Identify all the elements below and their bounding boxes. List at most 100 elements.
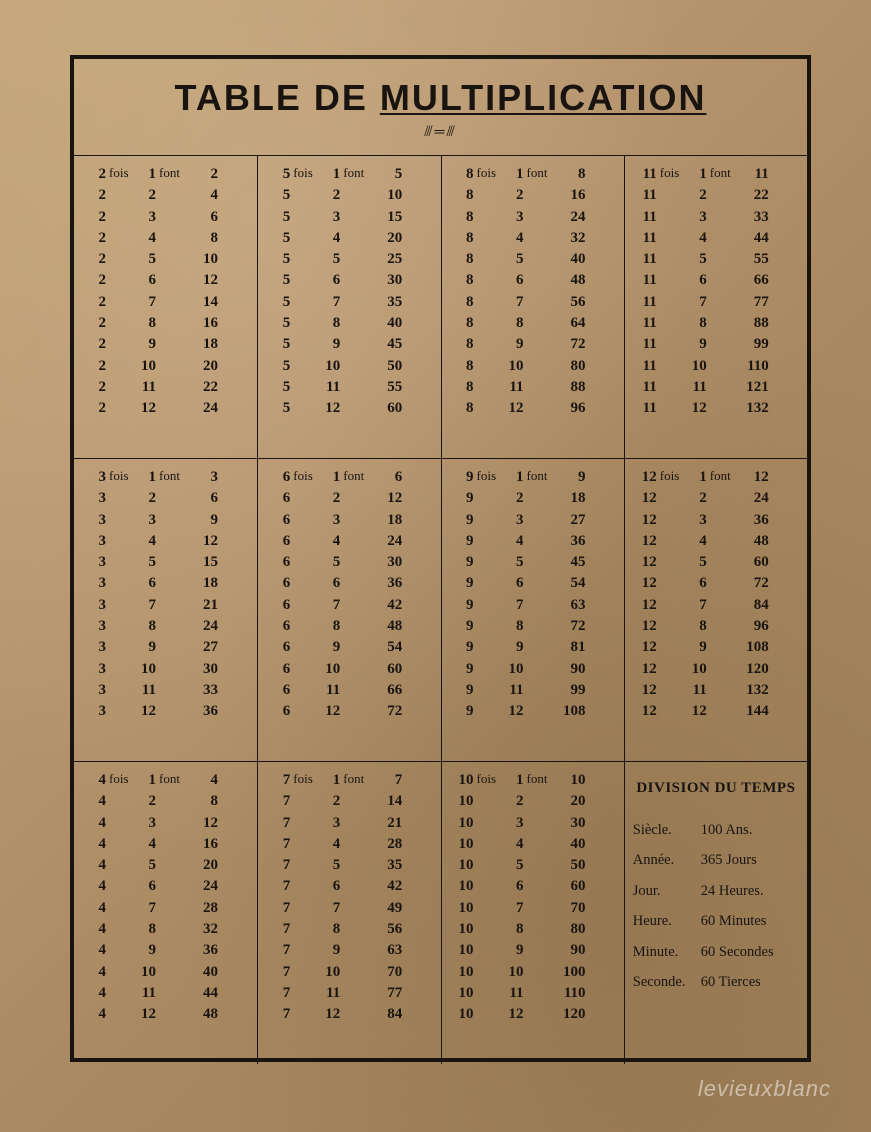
division-row: Siècle.100 Ans. <box>633 815 799 845</box>
title-ornament: ⫻═⫻ <box>74 125 807 141</box>
product: 16 <box>184 834 218 855</box>
multiplicand: 5 <box>268 270 290 291</box>
mult-row: 5420 <box>268 228 434 249</box>
product: 88 <box>552 377 586 398</box>
product: 16 <box>552 185 586 206</box>
product: 24 <box>368 531 402 552</box>
word-fois <box>106 573 134 594</box>
word-font <box>340 1004 368 1025</box>
multiplicand: 5 <box>268 377 290 398</box>
mult-row: 8648 <box>452 270 618 291</box>
mult-row: 91090 <box>452 659 618 680</box>
multiplicand: 4 <box>84 919 106 940</box>
mult-row: 11444 <box>635 228 801 249</box>
multiplier: 11 <box>502 377 524 398</box>
mult-row: 41144 <box>84 983 251 1004</box>
word-fois <box>106 680 134 701</box>
multiplier: 10 <box>502 962 524 983</box>
multiplier: 3 <box>318 510 340 531</box>
multiplier: 7 <box>318 292 340 313</box>
word-font <box>156 791 184 812</box>
word-font <box>156 552 184 573</box>
mult-row: 8216 <box>452 185 618 206</box>
mult-row: 248 <box>84 228 251 249</box>
multiplier: 12 <box>685 398 707 419</box>
multiplicand: 6 <box>268 488 290 509</box>
multiplier: 12 <box>685 701 707 722</box>
multiplicand: 12 <box>635 637 657 658</box>
multiplicand: 2 <box>84 185 106 206</box>
word-fois <box>657 510 685 531</box>
mult-row: 9545 <box>452 552 618 573</box>
mult-row: 2918 <box>84 334 251 355</box>
multiplicand: 2 <box>84 398 106 419</box>
mult-row: 61166 <box>268 680 434 701</box>
word-font <box>524 940 552 961</box>
multiplicand: 8 <box>452 228 474 249</box>
word-font <box>340 573 368 594</box>
multiplicand: 6 <box>268 510 290 531</box>
multiplier: 7 <box>318 898 340 919</box>
multiplier: 11 <box>318 983 340 1004</box>
multiplier: 2 <box>318 185 340 206</box>
product: 60 <box>368 659 402 680</box>
time-unit: Jour. <box>633 876 701 906</box>
multiplier: 6 <box>134 573 156 594</box>
word-font <box>340 919 368 940</box>
mult-row: 81296 <box>452 398 618 419</box>
division-du-temps: DIVISION DU TEMPSSiècle.100 Ans.Année.36… <box>624 761 807 1064</box>
paper-background: TABLE DE MULTIPLICATION ⫻═⫻ 2fois1font22… <box>0 0 871 1132</box>
mult-row: 21122 <box>84 377 251 398</box>
time-value: 24 Heures. <box>701 876 764 906</box>
multiplier: 12 <box>318 701 340 722</box>
product: 6 <box>184 207 218 228</box>
multiplier: 7 <box>134 898 156 919</box>
word-font <box>524 270 552 291</box>
word-font <box>340 791 368 812</box>
mult-row: 12672 <box>635 573 801 594</box>
word-font <box>707 228 735 249</box>
word-font <box>707 207 735 228</box>
multiplier: 9 <box>134 940 156 961</box>
word-fois <box>290 876 318 897</box>
word-font <box>524 659 552 680</box>
word-font <box>524 334 552 355</box>
word-fois <box>474 334 502 355</box>
word-font <box>340 701 368 722</box>
multiplicand: 10 <box>452 834 474 855</box>
multiplicand: 6 <box>268 531 290 552</box>
multiplier: 11 <box>685 680 707 701</box>
product: 25 <box>368 249 402 270</box>
word-fois <box>290 680 318 701</box>
multiplicand: 8 <box>452 313 474 334</box>
time-value: 60 Secondes <box>701 937 774 967</box>
word-fois: fois <box>657 164 685 185</box>
multiplier: 1 <box>318 164 340 185</box>
product: 20 <box>368 228 402 249</box>
mult-row: 21020 <box>84 356 251 377</box>
word-fois <box>657 270 685 291</box>
multiplier: 11 <box>134 983 156 1004</box>
multiplicand: 10 <box>452 855 474 876</box>
word-fois <box>474 228 502 249</box>
mult-row: 12896 <box>635 616 801 637</box>
multiplier: 4 <box>502 531 524 552</box>
multiplicand: 9 <box>452 637 474 658</box>
multiplicand: 7 <box>268 770 290 791</box>
mult-row: 4832 <box>84 919 251 940</box>
word-fois <box>106 983 134 1004</box>
product: 14 <box>184 292 218 313</box>
time-unit: Siècle. <box>633 815 701 845</box>
mult-row: 7214 <box>268 791 434 812</box>
multiplier: 4 <box>134 228 156 249</box>
word-font: font <box>524 164 552 185</box>
mult-row: 4416 <box>84 834 251 855</box>
multiplicand: 2 <box>84 249 106 270</box>
multiplicand: 7 <box>268 940 290 961</box>
word-fois: fois <box>290 770 318 791</box>
word-font <box>340 356 368 377</box>
word-font <box>156 185 184 206</box>
mult-row: 8756 <box>452 292 618 313</box>
word-fois <box>106 313 134 334</box>
product: 96 <box>735 616 769 637</box>
